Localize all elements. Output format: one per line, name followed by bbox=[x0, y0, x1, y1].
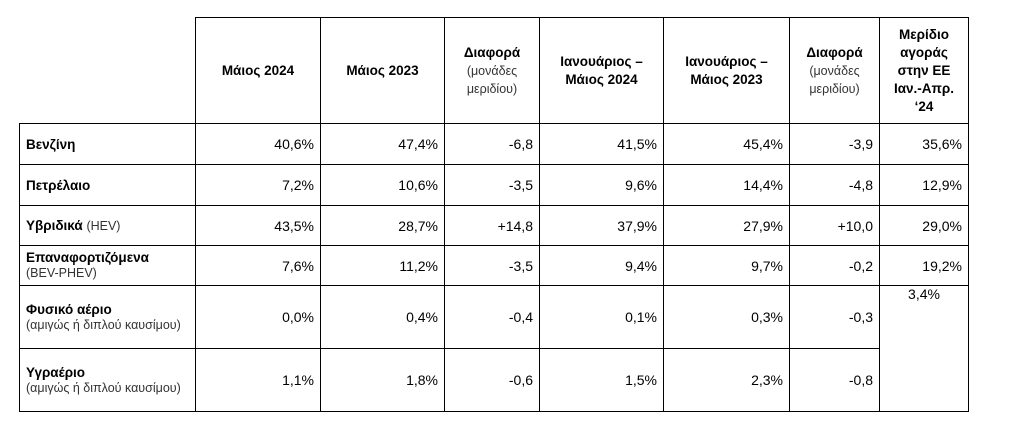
table-cell: 11,2% bbox=[320, 245, 445, 286]
row-label-petrol: Βενζίνη bbox=[19, 123, 196, 165]
table-cell: -0,8 bbox=[789, 348, 880, 412]
table-row: Υβριδικά (HEV) 43,5% 28,7% +14,8 37,9% 2… bbox=[19, 205, 969, 246]
table-cell: -3,5 bbox=[444, 164, 540, 206]
table-cell: 0,4% bbox=[320, 285, 445, 349]
table-row: Φυσικό αέριο (αμιγώς ή διπλού καυσίμου) 0… bbox=[19, 285, 969, 412]
table-cell: 40,6% bbox=[195, 123, 321, 165]
table-row: Πετρέλαιο 7,2% 10,6% -3,5 9,6% 14,4% -4,… bbox=[19, 164, 969, 206]
table-cell: 45,4% bbox=[663, 123, 790, 165]
table-cell: +14,8 bbox=[444, 205, 540, 246]
table-cell: 12,9% bbox=[879, 164, 969, 206]
table-cell: 7,6% bbox=[195, 245, 321, 286]
table-cell: 28,7% bbox=[320, 205, 445, 246]
col-header-jan-may-2024: Ιανουάριος – Μάιος 2024 bbox=[539, 17, 664, 124]
table-cell: +10,0 bbox=[789, 205, 880, 246]
header-row: Μάιος 2024 Μάιος 2023 Διαφορά (μονάδες με… bbox=[19, 17, 969, 124]
table-cell: 1,8% bbox=[320, 348, 445, 412]
table-cell: 14,4% bbox=[663, 164, 790, 206]
table-cell: 1,1% bbox=[195, 348, 321, 412]
table-cell: 35,6% bbox=[879, 123, 969, 165]
row-label-hybrid: Υβριδικά (HEV) bbox=[19, 205, 196, 246]
table-cell: -4,8 bbox=[789, 164, 880, 206]
col-header-may-2023: Μάιος 2023 bbox=[320, 17, 445, 124]
table-cell: 2,3% bbox=[663, 348, 790, 412]
table-cell: 27,9% bbox=[663, 205, 790, 246]
row-label-lpg: Υγραέριο (αμιγώς ή διπλού καυσίμου) bbox=[19, 348, 196, 412]
table-cell: 29,0% bbox=[879, 205, 969, 246]
table-cell: -3,5 bbox=[444, 245, 540, 286]
market-share-table: Μάιος 2024 Μάιος 2023 Διαφορά (μονάδες με… bbox=[19, 17, 969, 412]
table-cell: 0,0% bbox=[195, 285, 321, 349]
row-label-natural-gas: Φυσικό αέριο (αμιγώς ή διπλού καυσίμου) bbox=[19, 285, 196, 349]
row-label-diesel: Πετρέλαιο bbox=[19, 164, 196, 206]
table-cell: -0,3 bbox=[789, 285, 880, 349]
col-header-may-2024: Μάιος 2024 bbox=[195, 17, 321, 124]
col-header-diff-month: Διαφορά (μονάδες μεριδίου) bbox=[444, 17, 540, 124]
table-cell: -0,6 bbox=[444, 348, 540, 412]
table-cell: 19,2% bbox=[879, 245, 969, 286]
col-header-jan-may-2023: Ιανουάριος – Μάιος 2023 bbox=[663, 17, 790, 124]
table-cell: -0,2 bbox=[789, 245, 880, 286]
table-cell: 9,7% bbox=[663, 245, 790, 286]
table-cell: 10,6% bbox=[320, 164, 445, 206]
table-row: Επαναφορτιζόμενα (BEV-PHEV) 7,6% 11,2% -3… bbox=[19, 245, 969, 286]
table-row: Υγραέριο (αμιγώς ή διπλού καυσίμου) 1,1% … bbox=[19, 348, 969, 412]
col-header-eu-share: Μερίδιο αγοράς στην ΕΕ Ιαν.-Απρ. ‘24 bbox=[879, 17, 969, 124]
table-cell: 7,2% bbox=[195, 164, 321, 206]
table-cell: 1,5% bbox=[539, 348, 664, 412]
table-row: Βενζίνη 40,6% 47,4% -6,8 41,5% 45,4% -3,… bbox=[19, 123, 969, 165]
table-cell: 9,4% bbox=[539, 245, 664, 286]
merged-eu-share-cell: 3,4% bbox=[879, 285, 969, 412]
table-cell: 37,9% bbox=[539, 205, 664, 246]
table-cell: 47,4% bbox=[320, 123, 445, 165]
row-label-rechargeable: Επαναφορτιζόμενα (BEV-PHEV) bbox=[19, 245, 196, 286]
table-cell: -6,8 bbox=[444, 123, 540, 165]
table-cell: 0,1% bbox=[539, 285, 664, 349]
table-cell: 43,5% bbox=[195, 205, 321, 246]
header-corner bbox=[19, 17, 196, 124]
table-cell: -0,4 bbox=[444, 285, 540, 349]
col-header-diff-ytd: Διαφορά (μονάδες μεριδίου) bbox=[789, 17, 880, 124]
table-cell: 0,3% bbox=[663, 285, 790, 349]
table-cell: 41,5% bbox=[539, 123, 664, 165]
table-cell: 9,6% bbox=[539, 164, 664, 206]
table-cell: -3,9 bbox=[789, 123, 880, 165]
